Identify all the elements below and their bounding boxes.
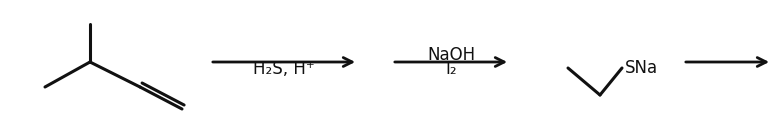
Text: SNa: SNa bbox=[625, 59, 658, 77]
Text: I₂: I₂ bbox=[445, 60, 457, 78]
Text: NaOH: NaOH bbox=[427, 46, 475, 64]
Text: H₂S, H⁺: H₂S, H⁺ bbox=[253, 60, 315, 78]
